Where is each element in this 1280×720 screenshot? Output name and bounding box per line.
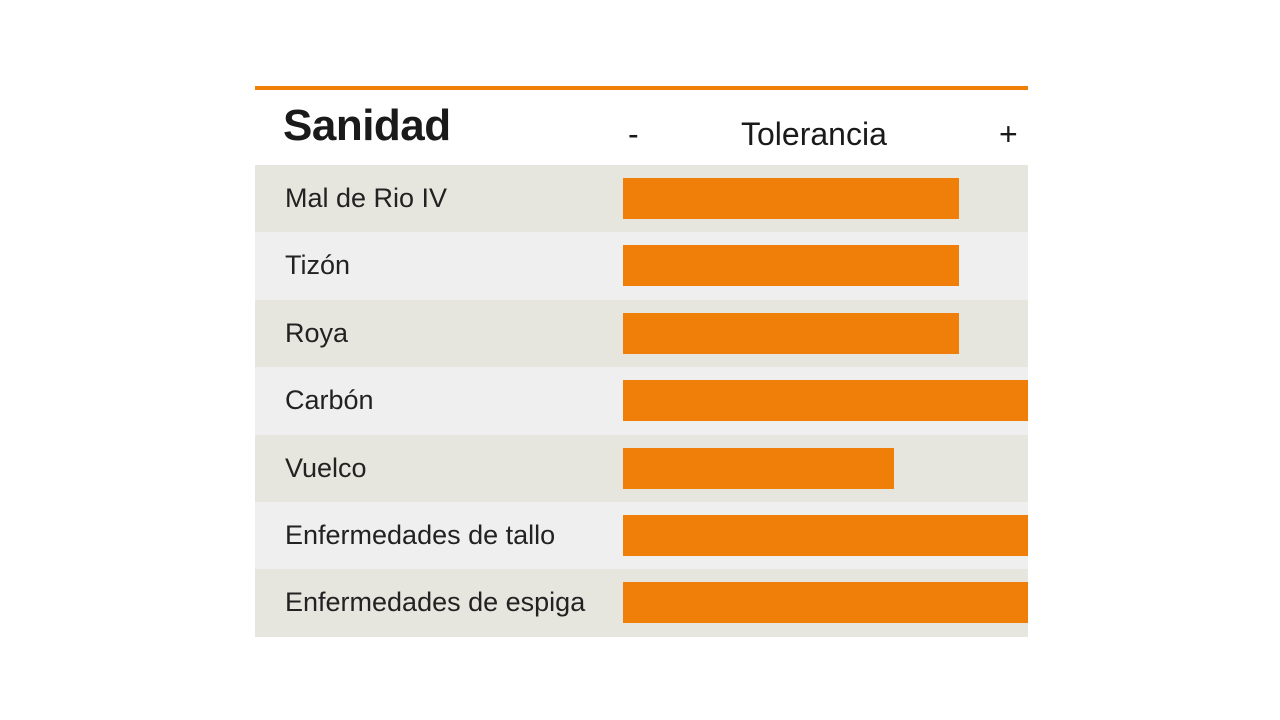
sanidad-panel: Sanidad - Tolerancia + Mal de Rio IV Tizó…	[255, 86, 1028, 638]
row-label: Tizón	[285, 250, 351, 281]
tolerance-bar	[623, 447, 894, 489]
table-row: Mal de Rio IV	[255, 165, 1028, 233]
table-row: Vuelco	[255, 434, 1028, 502]
tolerance-bar	[623, 312, 959, 354]
table-row: Roya	[255, 299, 1028, 368]
tolerance-bar	[623, 514, 1028, 556]
row-label: Vuelco	[285, 452, 367, 483]
row-label: Mal de Rio IV	[285, 183, 448, 213]
scale-max-label: +	[999, 116, 1018, 152]
table-row: Carbón	[255, 367, 1028, 435]
tolerance-bar	[623, 582, 1028, 624]
table-row: Enfermedades de tallo	[255, 501, 1028, 570]
tolerance-bar	[623, 245, 959, 287]
row-label: Enfermedades de tallo	[285, 519, 556, 550]
table-row: Enfermedades de espiga	[255, 569, 1028, 637]
top-rule	[255, 86, 1028, 90]
row-label: Enfermedades de espiga	[285, 587, 586, 618]
chart-title: Sanidad	[283, 101, 451, 150]
row-label: Roya	[285, 317, 349, 348]
tolerance-bar	[623, 178, 959, 219]
table-row: Tizón	[255, 232, 1028, 300]
tolerance-bar	[623, 380, 1028, 422]
row-label: Carbón	[285, 385, 374, 416]
scale-min-label: -	[628, 116, 639, 152]
scale-label: Tolerancia	[741, 116, 887, 152]
tolerance-rows: Mal de Rio IV Tizón Roya Carbón Vuelco Enferm…	[255, 165, 1028, 637]
